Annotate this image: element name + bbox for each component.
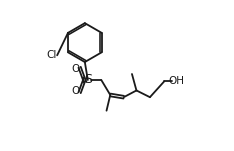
Text: Cl: Cl <box>46 50 56 60</box>
Text: O: O <box>71 86 80 96</box>
Text: OH: OH <box>168 77 184 87</box>
Text: O: O <box>71 64 80 74</box>
Text: S: S <box>84 74 92 87</box>
